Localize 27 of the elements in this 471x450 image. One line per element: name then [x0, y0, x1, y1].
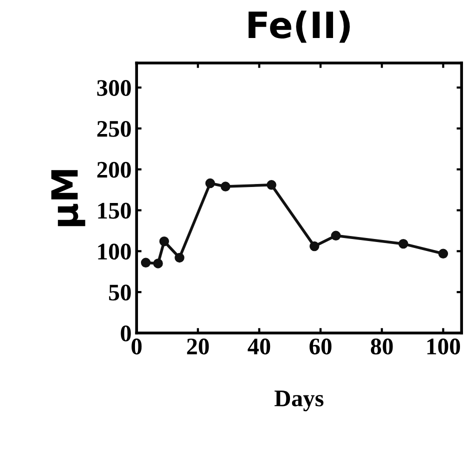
x-tick-label: 60: [310, 338, 332, 354]
y-tick-label: 250: [97, 120, 131, 137]
point: [159, 236, 170, 246]
point: [438, 248, 448, 258]
point: [140, 258, 151, 268]
x-axis-title: Days: [274, 390, 324, 412]
y-tick-label: 50: [109, 284, 131, 301]
chart-title: Fe(II): [248, 10, 350, 43]
point: [398, 238, 408, 249]
y-tick-label: 0: [120, 325, 131, 342]
x-tick-label: 20: [187, 338, 209, 354]
y-tick-label: 150: [98, 202, 131, 219]
x-tick-label: 0: [132, 338, 142, 354]
x-tick-label: 80: [370, 338, 393, 354]
point: [331, 230, 341, 240]
point: [153, 258, 163, 268]
y-tick-label: 100: [98, 244, 131, 260]
point: [220, 182, 230, 192]
point: [174, 252, 184, 263]
y-tick-label: 300: [97, 80, 131, 96]
x-tick-label: 100: [427, 338, 460, 354]
y-tick-label: 200: [97, 162, 131, 178]
x-tick-label: 40: [248, 338, 270, 354]
point: [266, 180, 276, 190]
point: [205, 178, 216, 188]
y-axis-title: μM: [51, 170, 86, 226]
point: [310, 241, 320, 252]
